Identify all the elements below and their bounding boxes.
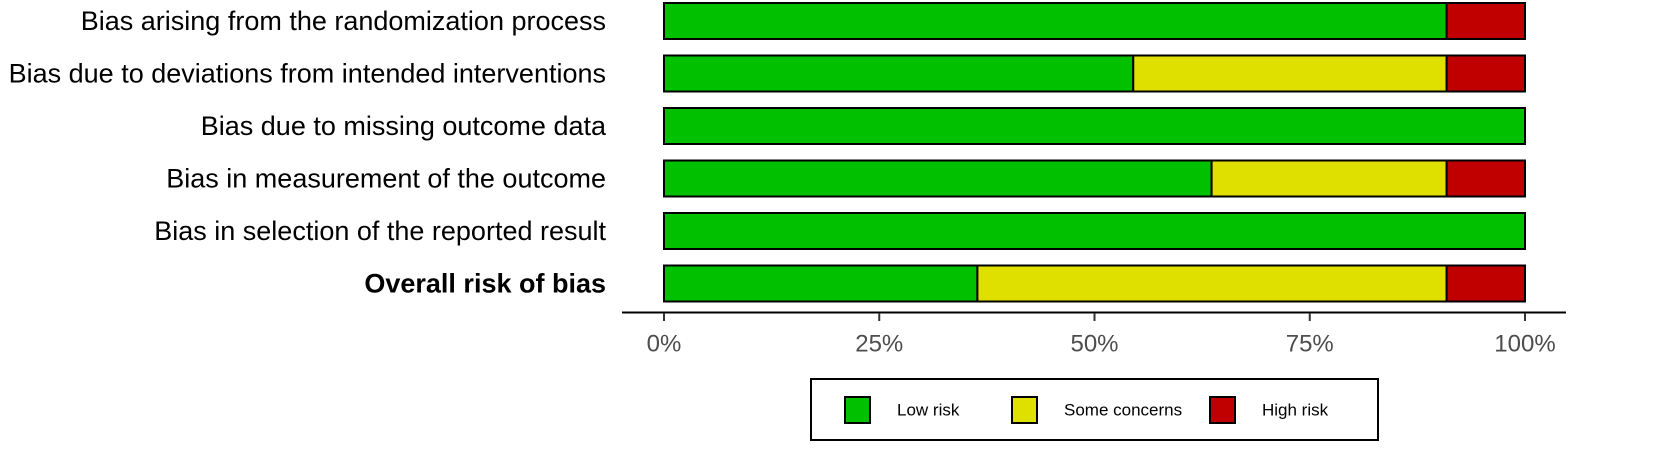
bar-high-risk-overall-risk-of-bias <box>1445 264 1527 303</box>
bar-low-risk-bias-due-to-deviations-from-intended-interventions <box>663 54 1135 93</box>
x-tick-label: 100% <box>1494 331 1555 358</box>
bar-low-risk-overall-risk-of-bias <box>663 264 979 303</box>
legend-box <box>810 378 1379 441</box>
bar-high-risk-bias-in-measurement-of-the-outcome <box>1445 159 1527 198</box>
category-label-bias-due-to-deviations-from-intended-interventions: Bias due to deviations from intended int… <box>9 59 606 89</box>
bar-low-risk-bias-in-selection-of-the-reported-result <box>663 212 1526 250</box>
legend-swatch-some-concerns <box>1011 396 1038 424</box>
category-labels: Bias arising from the randomization proc… <box>9 6 607 299</box>
category-label-bias-arising-from-the-randomization-process: Bias arising from the randomization proc… <box>81 6 606 36</box>
bar-some-concerns-bias-due-to-deviations-from-intended-interventions <box>1132 54 1448 93</box>
bar-high-risk-bias-arising-from-the-randomization-process <box>1445 2 1527 40</box>
bar-some-concerns-bias-in-measurement-of-the-outcome <box>1210 159 1448 198</box>
bar-low-risk-bias-due-to-missing-outcome-data <box>663 107 1526 145</box>
legend-label-high-risk: High risk <box>1262 401 1329 420</box>
category-label-bias-in-selection-of-the-reported-result: Bias in selection of the reported result <box>154 216 606 246</box>
legend-label-some-concerns: Some concerns <box>1064 401 1182 420</box>
x-tick-label: 75% <box>1286 331 1334 358</box>
bar-low-risk-bias-in-measurement-of-the-outcome <box>663 159 1213 198</box>
category-label-bias-due-to-missing-outcome-data: Bias due to missing outcome data <box>201 111 607 141</box>
x-tick-label: 25% <box>855 331 903 358</box>
category-label-bias-in-measurement-of-the-outcome: Bias in measurement of the outcome <box>166 164 606 194</box>
legend-label-low-risk: Low risk <box>897 401 960 420</box>
x-axis: 0% 25% 50% 75% 100% <box>622 311 1566 358</box>
bar-low-risk-bias-arising-from-the-randomization-process <box>663 2 1448 40</box>
legend-swatch-low-risk <box>844 396 871 424</box>
legend: Low risk Some concerns High risk <box>810 378 1379 441</box>
x-tick-label: 50% <box>1070 331 1118 358</box>
category-label-overall-risk-of-bias: Overall risk of bias <box>364 269 606 299</box>
bar-high-risk-bias-due-to-deviations-from-intended-interventions <box>1445 54 1527 93</box>
legend-swatch-high-risk <box>1209 396 1236 424</box>
bar-some-concerns-overall-risk-of-bias <box>976 264 1448 303</box>
x-tick-label: 0% <box>647 331 682 358</box>
bars <box>663 2 1527 303</box>
